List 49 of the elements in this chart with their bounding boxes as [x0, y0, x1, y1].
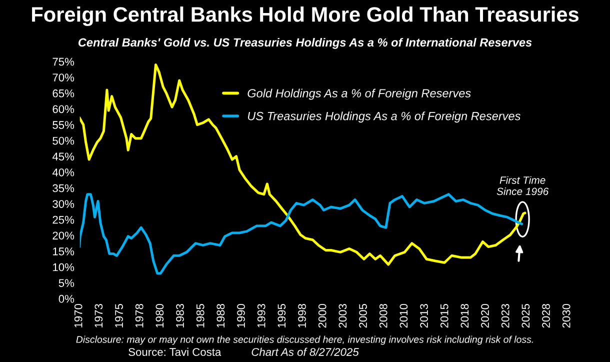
- text: Disclosure: may or may not own the securities discussed here, investing involves risk including risk of loss.: [76, 336, 533, 345]
- y-tick-label: 70%: [52, 74, 74, 82]
- y-tick-label: 25%: [52, 216, 74, 224]
- x-tick-label: 1995: [278, 304, 286, 328]
- x-tick-label: 1978: [135, 304, 144, 328]
- x-tick-label: 1993: [257, 304, 266, 328]
- x-tick-label: 2023: [501, 304, 510, 328]
- x-tick-label: 2028: [542, 304, 550, 328]
- x-tick-label: 2030: [562, 304, 570, 328]
- source-note: Source: Tavi Costa: [128, 348, 222, 356]
- x-tick-label: 1980: [156, 304, 164, 328]
- y-tick-label: 50%: [52, 136, 74, 145]
- chart-title: Foreign Central Banks Hold More Gold Than Treasuries: [32, 6, 579, 26]
- x-tick-label: 2003: [338, 304, 347, 328]
- x-tick-label: 2010: [400, 304, 408, 328]
- x-tick-label: 2008: [379, 304, 388, 328]
- x-tick-label: 1970: [74, 304, 82, 328]
- x-tick-label: 2015: [440, 304, 448, 328]
- y-tick-label: 30%: [52, 200, 74, 208]
- y-tick-label: 40%: [52, 168, 74, 176]
- y-tick-label: 55%: [52, 121, 74, 129]
- legend-label: US Treasuries Holdings As a % of Foreign Reserves: [248, 112, 520, 123]
- chart-subtitle: Central Banks' Gold vs. US Treasuries Holdings As a % of International Reserves: [78, 38, 532, 49]
- x-tick-label: 1988: [216, 304, 225, 328]
- y-tick-label: 10%: [53, 263, 74, 272]
- x-tick-label: 2020: [481, 304, 489, 328]
- x-tick-label: 1985: [196, 304, 204, 328]
- y-tick-label: 0%: [58, 294, 74, 303]
- y-tick-label: 45%: [52, 152, 74, 161]
- y-tick-label: 75%: [52, 58, 74, 66]
- y-tick-label: 20%: [52, 232, 74, 240]
- legend-label: Gold Holdings As a % of Foreign Reserves: [248, 88, 471, 100]
- y-tick-label: 15%: [53, 248, 74, 256]
- x-tick-label: 1975: [115, 304, 123, 328]
- text: Chart As of 8/27/2025: [252, 348, 359, 356]
- y-tick-label: 5%: [58, 279, 74, 287]
- y-tick-label: 35%: [52, 184, 74, 192]
- x-tick-label: 1990: [237, 304, 245, 328]
- x-tick-label: 1973: [94, 304, 103, 328]
- x-tick-label: 1998: [298, 304, 306, 328]
- x-tick-label: 2000: [318, 304, 326, 328]
- x-tick-label: 2013: [420, 304, 428, 328]
- x-tick-label: 2005: [359, 304, 367, 328]
- x-tick-label: 1983: [176, 304, 184, 328]
- x-tick-label: 2018: [460, 304, 469, 328]
- y-tick-label: 65%: [52, 89, 74, 98]
- y-tick-label: 60%: [52, 105, 74, 114]
- x-tick-label: 2025: [522, 304, 530, 328]
- annotation: First Time Since 1996: [496, 176, 549, 196]
